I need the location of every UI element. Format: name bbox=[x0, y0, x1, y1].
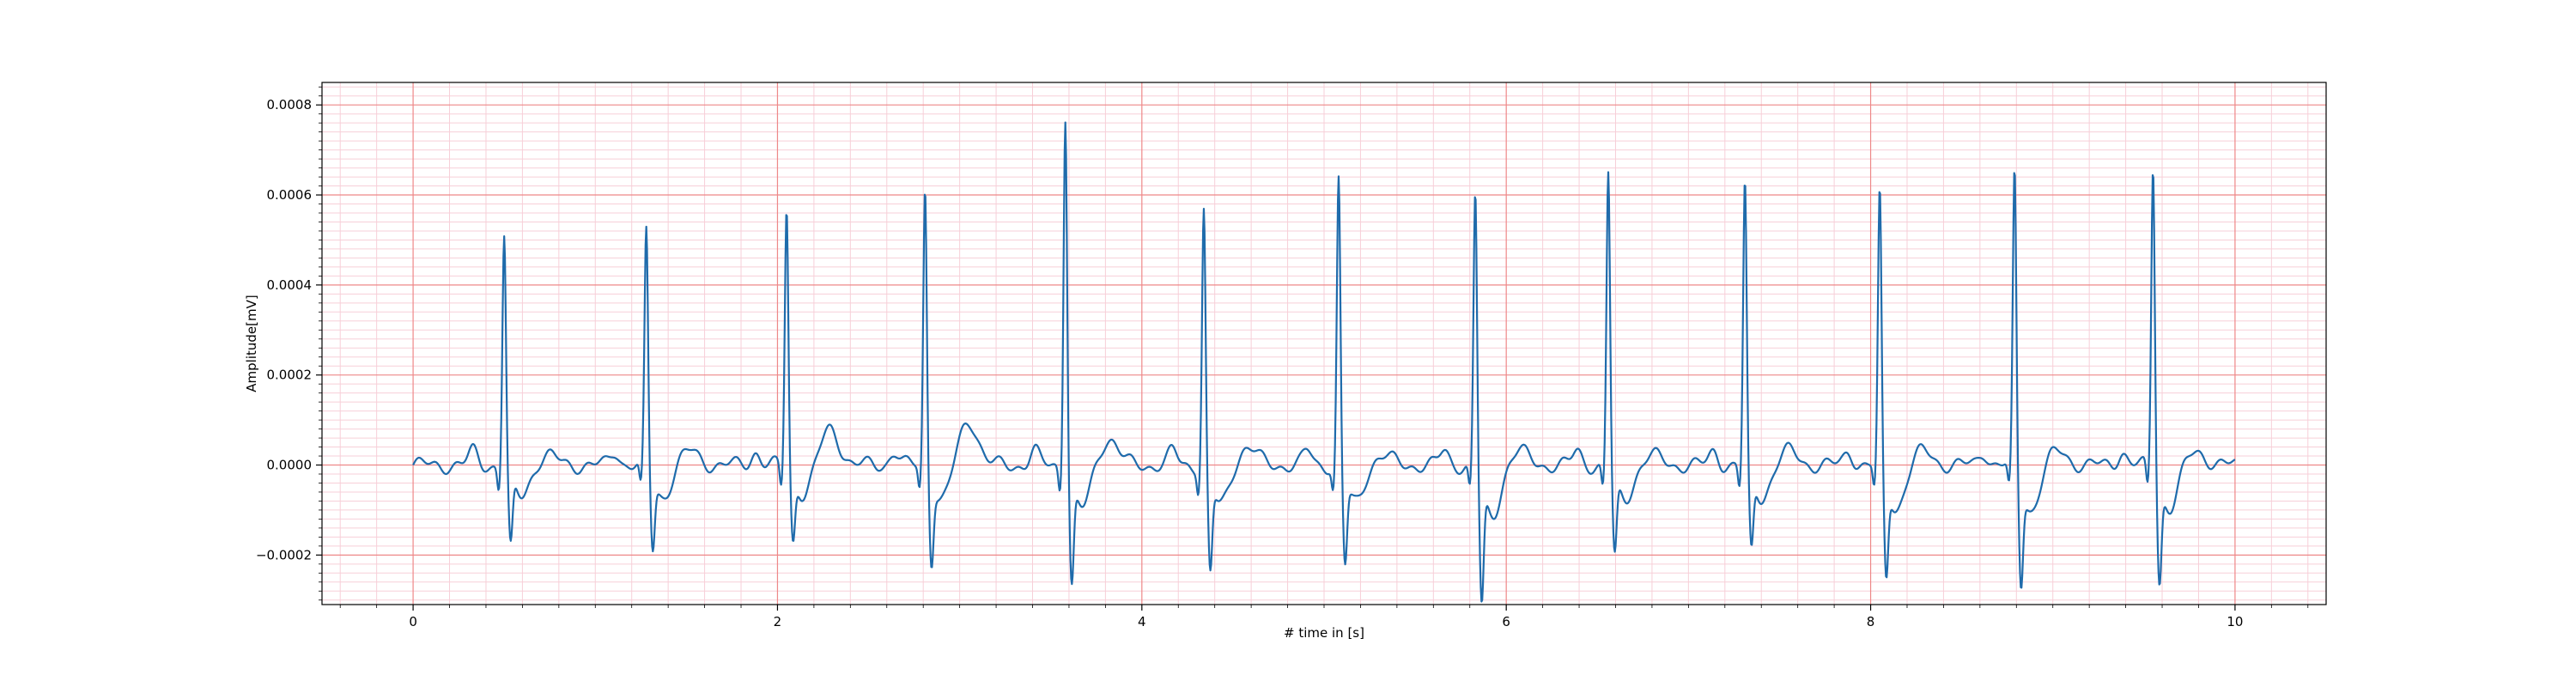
ecg-signal-line bbox=[412, 121, 2236, 603]
major-grid bbox=[322, 82, 2326, 605]
y-tick-label: 0.0008 bbox=[267, 97, 313, 112]
y-axis: −0.0002 0.0000 0.0002 0.0004 0.0006 0.0008 bbox=[256, 86, 322, 601]
x-tick-label: 0 bbox=[409, 614, 417, 629]
y-tick-label: 0.0006 bbox=[267, 187, 313, 203]
y-tick-label: 0.0000 bbox=[267, 458, 313, 473]
y-tick-label: −0.0002 bbox=[256, 547, 312, 562]
x-axis-title: # time in [s] bbox=[1284, 625, 1364, 641]
minor-grid bbox=[322, 82, 2326, 605]
x-tick-label: 8 bbox=[1867, 614, 1875, 629]
series-layer bbox=[412, 121, 2236, 603]
y-tick-label: 0.0002 bbox=[267, 368, 313, 383]
y-tick-label: 0.0004 bbox=[267, 277, 313, 293]
x-tick-label: 10 bbox=[2227, 614, 2243, 629]
x-axis: 0 2 4 6 8 10 bbox=[339, 605, 2309, 629]
x-tick-label: 2 bbox=[774, 614, 782, 629]
x-tick-label: 4 bbox=[1138, 614, 1146, 629]
y-axis-title: Amplitude[mV] bbox=[244, 295, 259, 392]
x-tick-label: 6 bbox=[1502, 614, 1510, 629]
